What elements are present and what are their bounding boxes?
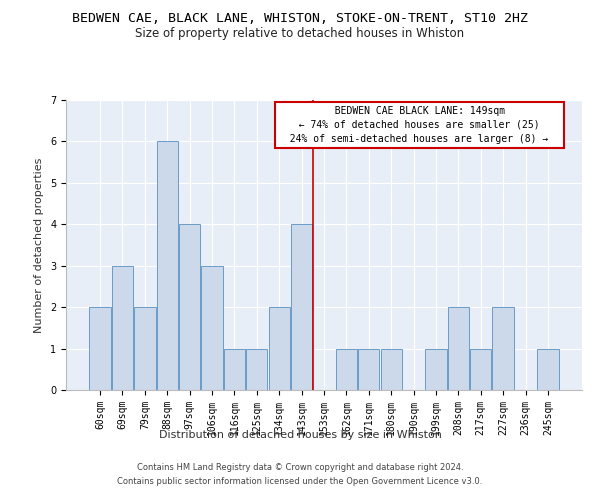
Bar bbox=[157, 142, 178, 390]
Bar bbox=[493, 307, 514, 390]
Bar bbox=[89, 307, 111, 390]
Bar bbox=[246, 348, 268, 390]
Bar bbox=[112, 266, 133, 390]
Text: Contains HM Land Registry data © Crown copyright and database right 2024.: Contains HM Land Registry data © Crown c… bbox=[137, 464, 463, 472]
Bar bbox=[291, 224, 312, 390]
Bar bbox=[448, 307, 469, 390]
Bar bbox=[380, 348, 402, 390]
Bar bbox=[179, 224, 200, 390]
Y-axis label: Number of detached properties: Number of detached properties bbox=[34, 158, 44, 332]
Text: Distribution of detached houses by size in Whiston: Distribution of detached houses by size … bbox=[158, 430, 442, 440]
Text: BEDWEN CAE BLACK LANE: 149sqm  
  ← 74% of detached houses are smaller (25)  
  : BEDWEN CAE BLACK LANE: 149sqm ← 74% of d… bbox=[278, 106, 560, 144]
Bar bbox=[537, 348, 559, 390]
Bar bbox=[425, 348, 446, 390]
Bar bbox=[470, 348, 491, 390]
Bar bbox=[358, 348, 379, 390]
Bar bbox=[134, 307, 155, 390]
Bar bbox=[336, 348, 357, 390]
Text: Size of property relative to detached houses in Whiston: Size of property relative to detached ho… bbox=[136, 28, 464, 40]
Bar bbox=[269, 307, 290, 390]
Text: Contains public sector information licensed under the Open Government Licence v3: Contains public sector information licen… bbox=[118, 477, 482, 486]
Bar bbox=[224, 348, 245, 390]
Text: BEDWEN CAE, BLACK LANE, WHISTON, STOKE-ON-TRENT, ST10 2HZ: BEDWEN CAE, BLACK LANE, WHISTON, STOKE-O… bbox=[72, 12, 528, 26]
Bar bbox=[202, 266, 223, 390]
